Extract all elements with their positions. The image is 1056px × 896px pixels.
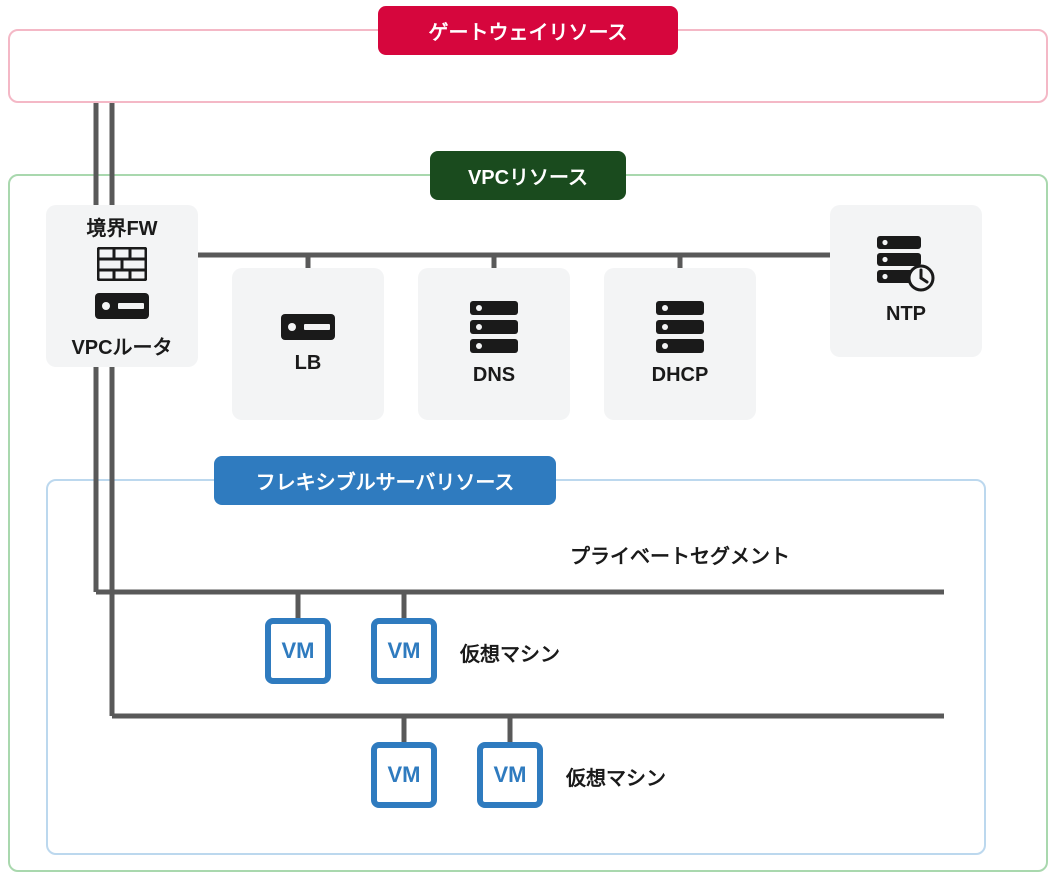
gateway-badge-label: ゲートウェイリソース bbox=[429, 22, 628, 44]
dhcp-label: DHCP bbox=[652, 364, 709, 387]
gateway-badge: ゲートウェイリソース bbox=[378, 6, 678, 55]
dhcp-server-icon bbox=[656, 301, 704, 358]
flex-badge-label: フレキシブルサーバリソース bbox=[256, 472, 515, 494]
vpc-badge-label: VPCリソース bbox=[468, 167, 588, 189]
dhcp-box: DHCP bbox=[604, 268, 756, 420]
private-segment-label: プライベートセグメント bbox=[570, 540, 790, 569]
vm-box: VM bbox=[265, 618, 331, 684]
vm-text: VM bbox=[388, 762, 421, 788]
vm-text: VM bbox=[282, 638, 315, 664]
vm-row1-label: 仮想マシン bbox=[460, 638, 560, 667]
firewall-label: 境界FW bbox=[86, 212, 157, 241]
ntp-server-icon bbox=[877, 236, 935, 297]
load-balancer-icon bbox=[280, 313, 336, 346]
vm-box: VM bbox=[477, 742, 543, 808]
dns-server-icon bbox=[470, 301, 518, 358]
lb-label: LB bbox=[295, 352, 322, 375]
router-icon bbox=[94, 292, 150, 325]
load-balancer-box: LB bbox=[232, 268, 384, 420]
diagram-root: ゲートウェイリソース VPCリソース フレキシブルサーバリソース 境界FW bbox=[0, 0, 1056, 896]
dns-box: DNS bbox=[418, 268, 570, 420]
vm-box: VM bbox=[371, 742, 437, 808]
vm-box: VM bbox=[371, 618, 437, 684]
flex-badge: フレキシブルサーバリソース bbox=[214, 456, 556, 505]
vm-row2-label: 仮想マシン bbox=[566, 762, 666, 791]
ntp-box: NTP bbox=[830, 205, 982, 357]
firewall-router-box: 境界FW VPCルータ bbox=[46, 205, 198, 367]
vm-text: VM bbox=[494, 762, 527, 788]
dns-label: DNS bbox=[473, 364, 515, 387]
firewall-icon bbox=[97, 247, 147, 286]
ntp-label: NTP bbox=[886, 303, 926, 326]
vpc-badge: VPCリソース bbox=[430, 151, 626, 200]
vm-text: VM bbox=[388, 638, 421, 664]
router-label: VPCルータ bbox=[71, 331, 172, 360]
